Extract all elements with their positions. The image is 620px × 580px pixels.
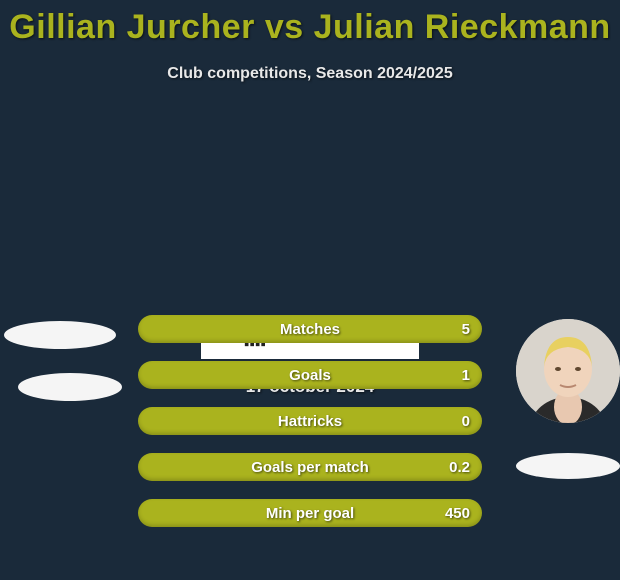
stat-right-value: 450 <box>445 505 470 522</box>
avatar-icon <box>516 319 620 423</box>
placeholder-ellipse <box>4 321 116 349</box>
stat-right-value: 0 <box>462 413 470 430</box>
page-title: Gillian Jurcher vs Julian Rieckmann <box>0 0 620 47</box>
stat-bars: Matches 5 Goals 1 Hattricks 0 Goals per … <box>138 315 482 545</box>
comparison-panel: Matches 5 Goals 1 Hattricks 0 Goals per … <box>0 315 620 397</box>
stat-right-value: 1 <box>462 367 470 384</box>
stat-right-value: 0.2 <box>449 459 470 476</box>
stat-bar: Min per goal 450 <box>138 499 482 527</box>
player-right-avatar <box>516 319 620 423</box>
stat-bar: Matches 5 <box>138 315 482 343</box>
stat-bar: Goals per match 0.2 <box>138 453 482 481</box>
stat-label: Hattricks <box>278 413 342 430</box>
stat-label: Min per goal <box>266 505 354 522</box>
placeholder-ellipse <box>18 373 122 401</box>
stat-label: Matches <box>280 321 340 338</box>
stat-label: Goals per match <box>251 459 369 476</box>
subtitle: Club competitions, Season 2024/2025 <box>0 65 620 83</box>
stat-bar: Goals 1 <box>138 361 482 389</box>
stat-label: Goals <box>289 367 331 384</box>
stat-bar: Hattricks 0 <box>138 407 482 435</box>
placeholder-ellipse <box>516 453 620 479</box>
stat-right-value: 5 <box>462 321 470 338</box>
